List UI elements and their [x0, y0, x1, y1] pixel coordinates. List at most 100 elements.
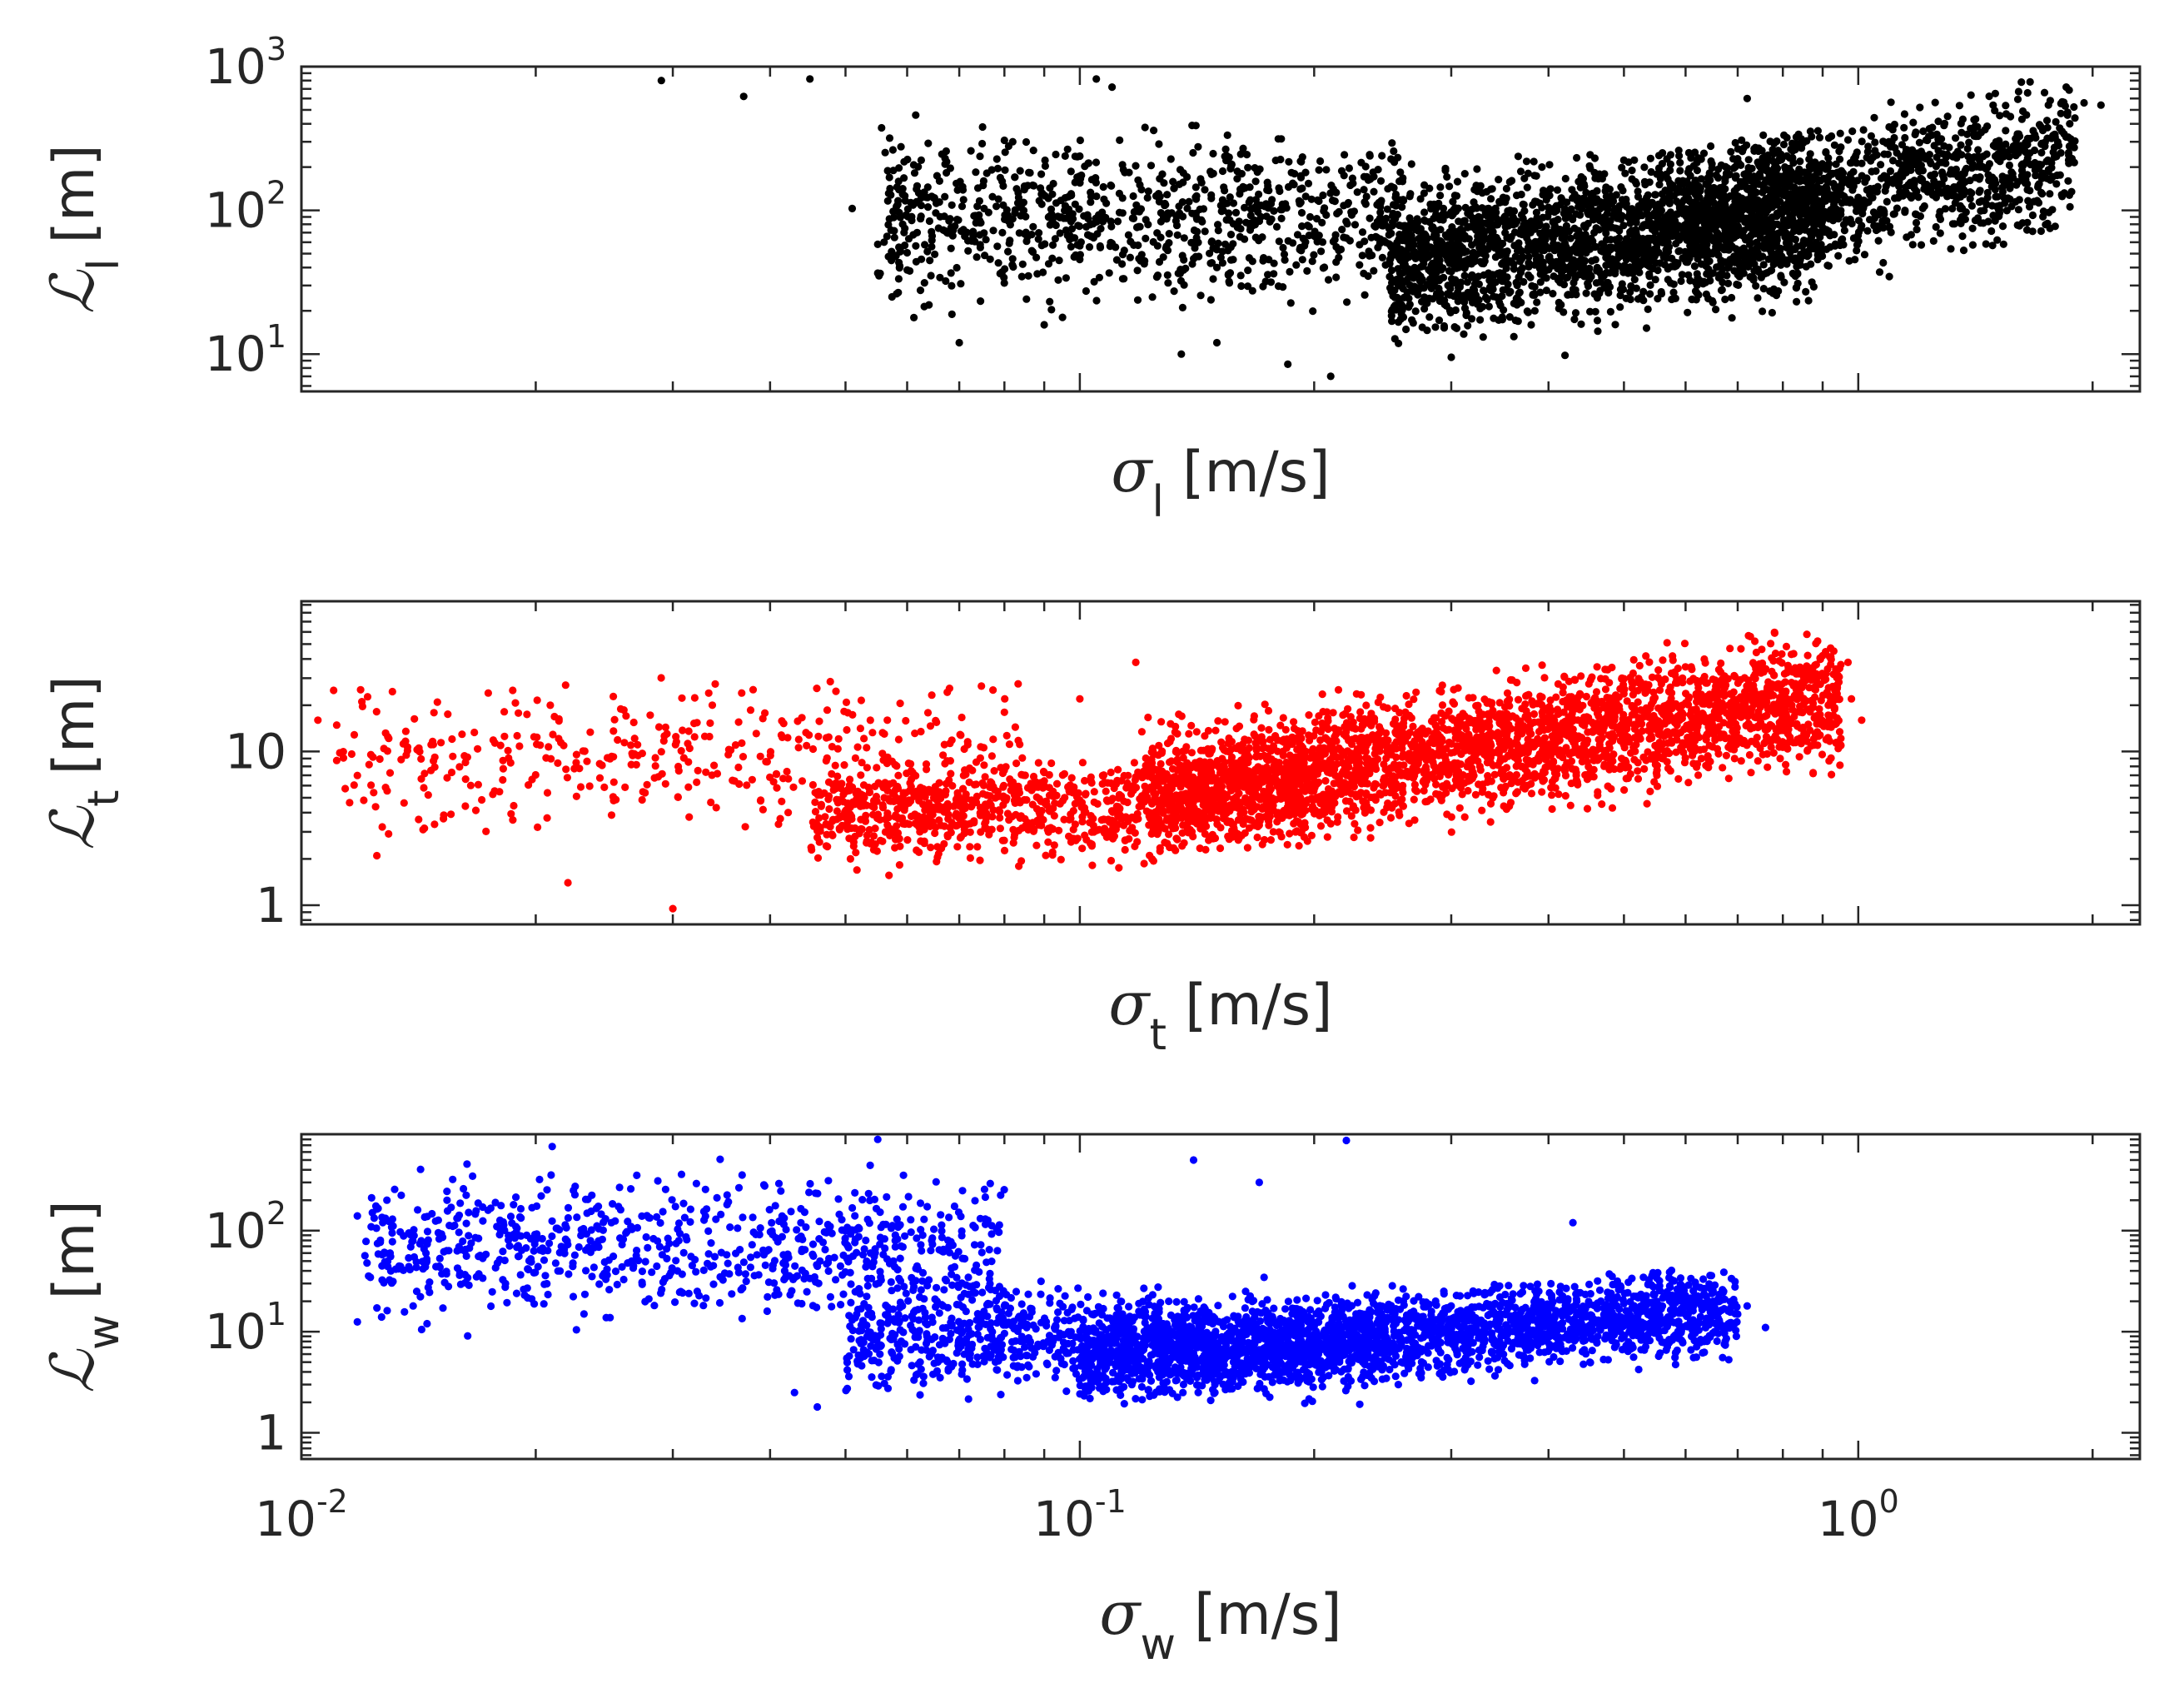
scatter-point — [1594, 327, 1602, 336]
scatter-point — [1819, 212, 1828, 220]
scatter-point — [936, 273, 944, 281]
scatter-point — [2037, 148, 2046, 157]
scatter-point — [976, 243, 984, 251]
scatter-point — [1176, 166, 1185, 174]
scatter-point — [987, 166, 996, 174]
scatter-point — [1229, 199, 1238, 207]
scatter-point — [415, 815, 423, 824]
scatter-point — [684, 758, 693, 766]
scatter-point — [903, 248, 912, 257]
scatter-point — [1870, 113, 1878, 122]
scatter-point — [1388, 306, 1396, 314]
scatter-point — [1594, 211, 1602, 219]
scatter-point — [1206, 296, 1215, 304]
scatter-point — [1405, 244, 1413, 252]
scatter-point — [484, 689, 493, 697]
scatter-point — [925, 301, 933, 309]
scatter-point — [1634, 263, 1643, 271]
scatter-point — [1669, 192, 1678, 200]
scatter-point — [902, 716, 910, 725]
scatter-point — [1041, 192, 1049, 200]
scatter-point — [1684, 148, 1693, 157]
scatter-point — [1854, 237, 1863, 246]
scatter-point — [1155, 140, 1163, 148]
scatter-point — [1652, 204, 1661, 212]
scatter-point — [1639, 221, 1648, 229]
scatter-point — [1390, 183, 1398, 192]
scatter-point — [632, 760, 640, 769]
scatter-point — [2006, 146, 2015, 154]
scatter-point — [1551, 223, 1560, 232]
scatter-point — [866, 716, 874, 725]
scatter-point — [994, 259, 1002, 267]
scatter-point — [2043, 219, 2052, 227]
scatter-point — [1689, 242, 1698, 250]
scatter-point — [1054, 276, 1062, 284]
scatter-point — [888, 146, 897, 154]
scatter-point — [1858, 137, 1866, 146]
scatter-point — [429, 737, 437, 746]
scatter-point — [1530, 225, 1539, 233]
scatter-point — [1582, 249, 1590, 257]
scatter-point — [1018, 754, 1027, 762]
scatter-point — [1112, 256, 1121, 264]
scatter-point — [1999, 240, 2007, 248]
scatter-point — [1214, 221, 1222, 229]
scatter-point — [1244, 163, 1252, 172]
scatter-point — [1435, 316, 1444, 325]
scatter-point — [1886, 167, 1895, 176]
scatter-point — [1107, 217, 1115, 226]
scatter-point — [2071, 114, 2079, 122]
scatter-point — [2002, 207, 2011, 215]
scatter-point — [1666, 160, 1674, 168]
scatter-point — [1251, 164, 1259, 172]
scatter-point — [1602, 192, 1610, 201]
scatter-point — [376, 754, 384, 764]
scatter-point — [2021, 175, 2029, 183]
scatter-point — [1553, 186, 1562, 194]
scatter-point — [1050, 220, 1058, 228]
scatter-point — [1988, 242, 1997, 250]
scatter-point — [1086, 221, 1094, 229]
scatter-point — [992, 202, 1001, 211]
scatter-point — [1502, 184, 1510, 193]
scatter-point — [1722, 242, 1730, 251]
scatter-point — [2005, 161, 2013, 170]
scatter-point — [1487, 233, 1495, 242]
scatter-point — [2013, 221, 2022, 229]
scatter-point — [953, 179, 961, 187]
scatter-point — [1634, 187, 1642, 196]
scatter-point — [1666, 208, 1674, 217]
scatter-point — [1754, 248, 1762, 256]
scatter-point — [1076, 136, 1084, 145]
scatter-point — [1298, 256, 1306, 264]
scatter-point — [738, 689, 746, 697]
scatter-point — [1370, 187, 1378, 196]
scatter-point — [1932, 222, 1940, 232]
scatter-point — [989, 227, 997, 235]
scatter-point — [1222, 157, 1231, 165]
scatter-point — [1135, 255, 1143, 263]
scatter-point — [893, 183, 901, 192]
scatter-point — [1933, 130, 1941, 138]
scatter-point — [449, 752, 457, 760]
scatter-point — [1092, 75, 1101, 83]
scatter-point — [1805, 162, 1813, 171]
scatter-point — [674, 767, 683, 775]
scatter-point — [1315, 197, 1323, 206]
scatter-point — [1212, 338, 1221, 347]
scatter-point — [1677, 200, 1685, 208]
scatter-point — [1955, 102, 1963, 110]
scatter-point — [828, 743, 837, 751]
scatter-point — [738, 739, 746, 748]
scatter-point — [1076, 242, 1084, 250]
scatter-point — [759, 805, 768, 814]
scatter-point — [1686, 182, 1695, 191]
scatter-point — [1014, 680, 1022, 688]
scatter-point — [1545, 192, 1554, 200]
scatter-point — [1877, 174, 1886, 182]
scatter-point — [1172, 222, 1181, 230]
scatter-point — [1800, 168, 1808, 177]
scatter-point — [356, 685, 365, 694]
scatter-point — [1759, 131, 1768, 139]
